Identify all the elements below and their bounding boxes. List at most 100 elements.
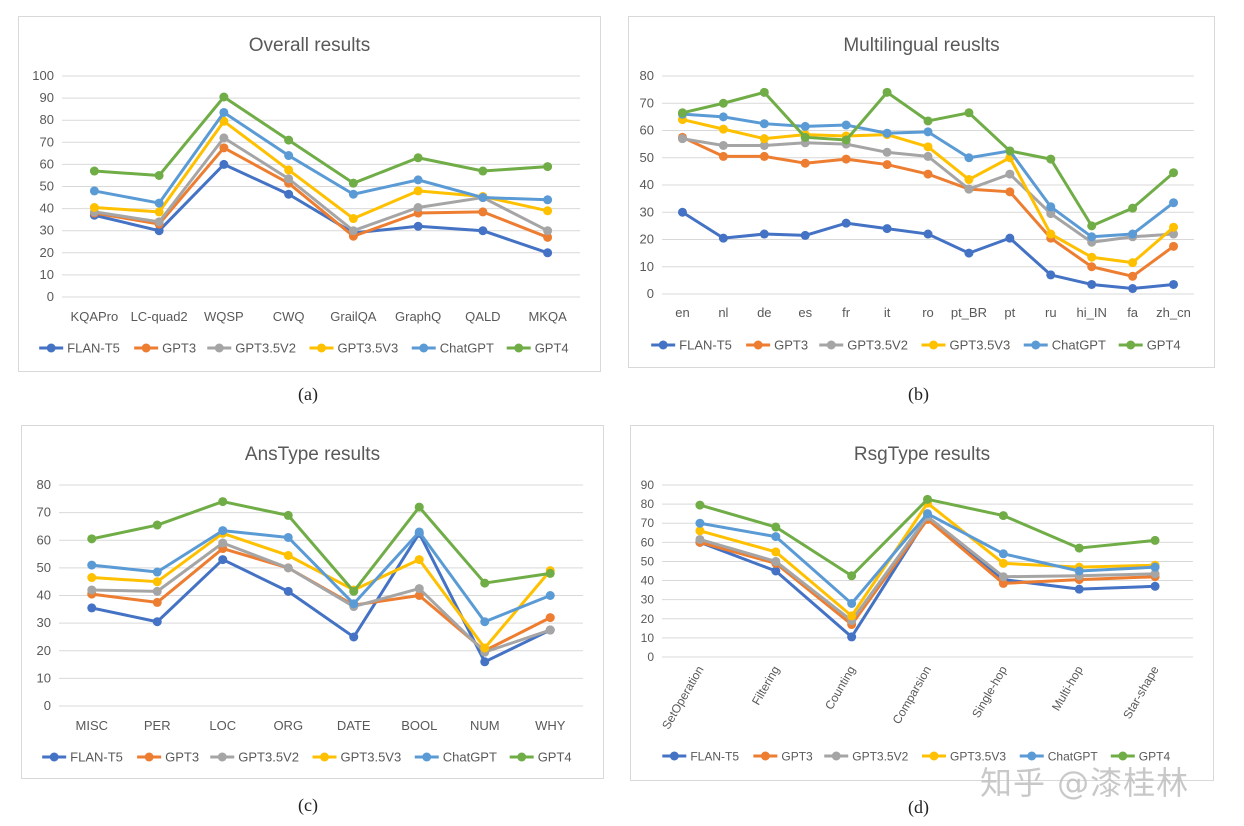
legend-marker (514, 343, 524, 353)
x-tick-label: LC-quad2 (131, 309, 188, 324)
data-point-gpt3-5v3 (847, 611, 857, 621)
data-point-gpt3-5v3 (414, 555, 424, 565)
data-point-flan-t5 (543, 248, 553, 258)
data-point-gpt4 (841, 135, 851, 145)
legend-label: GPT3 (781, 750, 813, 764)
data-point-gpt3-5v3 (1128, 258, 1138, 268)
legend-label: GPT3.5V2 (847, 338, 908, 353)
legend-marker (1027, 751, 1037, 761)
data-point-chatgpt (1087, 232, 1097, 242)
chart-frame (630, 425, 1214, 781)
data-point-chatgpt (219, 107, 229, 117)
multilingual-results-panel: Multilingual reuslts 0 10 20 30 40 50 60 70 80 en n… (628, 16, 1215, 368)
chart-title: Multilingual reuslts (843, 35, 999, 56)
x-tick-label: pt_BR (951, 305, 987, 320)
legend-marker (753, 340, 763, 350)
y-tick-label: 0 (647, 650, 654, 664)
data-point-flan-t5 (478, 226, 488, 236)
data-point-flan-t5 (882, 224, 892, 234)
data-point-gpt3-5v3 (695, 526, 705, 536)
data-point-gpt4 (998, 511, 1008, 521)
y-tick-label: 30 (641, 593, 655, 607)
legend-item-gpt3-5v2: GPT3.5V2 (210, 750, 299, 765)
caption-d: (d) (908, 797, 929, 817)
legend-item-chatgpt: ChatGPT (414, 750, 497, 765)
data-point-flan-t5 (349, 632, 359, 642)
data-point-gpt4 (480, 578, 490, 588)
y-tick-label: 60 (40, 156, 54, 171)
data-point-flan-t5 (964, 248, 974, 258)
x-tick-label: fa (1127, 305, 1139, 320)
x-tick-label: MKQA (528, 309, 567, 324)
legend-item-gpt3-5v3: GPT3.5V3 (309, 341, 398, 356)
chart-title: AnsType results (245, 444, 380, 465)
legend-marker (217, 752, 227, 762)
caption-a: (a) (298, 384, 318, 404)
chart-overall-results: Overall results 0 10 20 30 40 50 60 70 80 90 100 KQA… (18, 16, 601, 372)
x-tick-label: es (798, 305, 812, 320)
x-tick-label: LOC (209, 718, 236, 733)
legend-marker (517, 752, 527, 762)
y-tick-label: 90 (641, 478, 655, 492)
data-point-gpt3-5v3 (89, 202, 99, 212)
data-point-gpt3-5v3 (480, 643, 490, 653)
chart-anstype-results: AnsType results 0 10 20 30 40 50 60 70 80 MISC PER L… (21, 425, 604, 779)
data-point-gpt3-5v2 (348, 226, 358, 236)
data-point-chatgpt (1074, 566, 1084, 576)
data-point-gpt4 (414, 502, 424, 512)
data-point-gpt3-5v2 (1005, 169, 1015, 179)
watermark: 知乎 @漆桂林 (980, 764, 1190, 802)
x-tick-label: ro (922, 305, 934, 320)
y-tick-label: 20 (37, 643, 51, 658)
data-point-gpt3-5v3 (152, 577, 162, 587)
data-point-gpt3-5v2 (998, 572, 1008, 582)
legend-label: GPT3 (165, 750, 199, 765)
y-tick-label: 80 (641, 497, 655, 511)
data-point-gpt4 (284, 135, 294, 145)
data-point-gpt3-5v2 (964, 184, 974, 194)
data-point-gpt3-5v3 (964, 175, 974, 185)
data-point-gpt4 (152, 520, 162, 530)
legend-item-flan-t5: FLAN-T5 (651, 338, 732, 353)
y-tick-label: 40 (641, 574, 655, 588)
x-tick-label: ORG (273, 718, 303, 733)
data-point-gpt3-5v3 (219, 116, 229, 126)
y-tick-label: 10 (640, 259, 654, 274)
series-line-gpt3-5v2 (94, 136, 549, 233)
legend-marker (658, 340, 668, 350)
x-tick-label: BOOL (401, 718, 437, 733)
data-point-flan-t5 (1046, 270, 1056, 280)
data-point-gpt3 (414, 591, 424, 600)
caption-b: (b) (908, 384, 929, 404)
data-point-gpt3 (478, 207, 488, 217)
x-tick-label: DATE (337, 718, 371, 733)
y-tick-label: 90 (40, 90, 54, 105)
y-tick-label: 40 (40, 201, 54, 216)
data-point-flan-t5 (841, 218, 851, 228)
data-point-chatgpt (718, 112, 728, 122)
data-point-chatgpt (1169, 198, 1179, 208)
data-point-chatgpt (154, 198, 164, 208)
data-point-chatgpt (1150, 562, 1160, 572)
legend-marker (317, 343, 326, 353)
series-line-chatgpt (94, 110, 548, 205)
data-point-flan-t5 (283, 586, 293, 596)
data-point-flan-t5 (1087, 279, 1097, 289)
data-point-gpt3 (923, 169, 933, 179)
data-point-chatgpt (923, 127, 933, 137)
data-point-gpt4 (882, 87, 892, 97)
legend-marker (422, 752, 432, 762)
legend-label: GPT4 (535, 341, 569, 356)
x-tick-label: ru (1045, 305, 1057, 320)
data-point-chatgpt (964, 153, 974, 163)
data-point-gpt3 (545, 613, 555, 623)
y-tick-label: 60 (640, 123, 654, 138)
data-point-gpt3-5v2 (414, 584, 424, 594)
data-point-chatgpt (998, 549, 1008, 559)
data-point-gpt3-5v3 (154, 207, 164, 217)
data-point-gpt3-5v2 (154, 217, 164, 227)
data-point-gpt4 (771, 522, 781, 532)
y-tick-label: 80 (40, 112, 54, 127)
legend-marker (929, 751, 939, 761)
legend-marker (214, 343, 224, 353)
